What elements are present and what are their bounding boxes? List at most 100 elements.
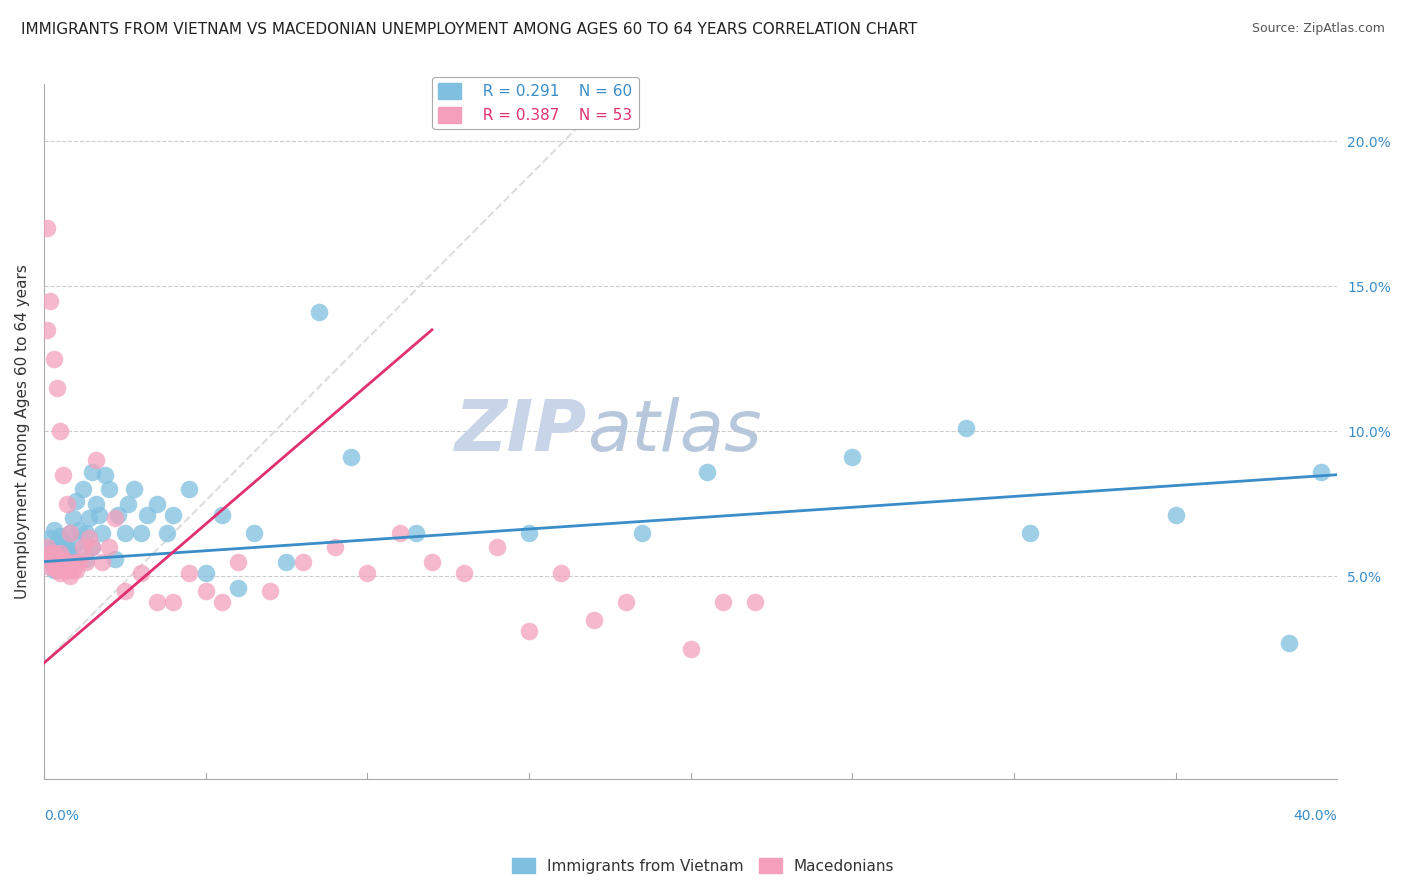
Text: Source: ZipAtlas.com: Source: ZipAtlas.com bbox=[1251, 22, 1385, 36]
Point bbox=[42, 523, 65, 537]
Point bbox=[49, 551, 72, 566]
Point bbox=[117, 497, 139, 511]
Point bbox=[59, 525, 82, 540]
Text: 40.0%: 40.0% bbox=[1294, 809, 1337, 823]
Point bbox=[841, 450, 863, 465]
Point bbox=[49, 566, 72, 581]
Point bbox=[52, 563, 75, 577]
Point bbox=[39, 293, 62, 308]
Point bbox=[59, 525, 82, 540]
Point bbox=[129, 566, 152, 581]
Point bbox=[37, 323, 59, 337]
Point bbox=[72, 482, 94, 496]
Point bbox=[179, 482, 201, 496]
Point bbox=[955, 421, 977, 435]
Point bbox=[69, 555, 91, 569]
Point bbox=[37, 551, 59, 566]
Point bbox=[91, 525, 114, 540]
Point bbox=[162, 595, 184, 609]
Point bbox=[453, 566, 475, 581]
Point bbox=[37, 551, 59, 566]
Point bbox=[52, 551, 75, 566]
Point bbox=[77, 511, 100, 525]
Point bbox=[114, 583, 136, 598]
Point bbox=[75, 555, 97, 569]
Point bbox=[146, 497, 169, 511]
Point bbox=[94, 467, 117, 482]
Point bbox=[696, 465, 718, 479]
Point bbox=[65, 563, 87, 577]
Point bbox=[517, 525, 540, 540]
Point bbox=[744, 595, 766, 609]
Point bbox=[45, 537, 67, 551]
Point bbox=[243, 525, 266, 540]
Point bbox=[614, 595, 637, 609]
Point bbox=[72, 540, 94, 554]
Text: atlas: atlas bbox=[588, 397, 762, 466]
Point bbox=[52, 534, 75, 549]
Y-axis label: Unemployment Among Ages 60 to 64 years: Unemployment Among Ages 60 to 64 years bbox=[15, 264, 30, 599]
Point bbox=[582, 613, 605, 627]
Point bbox=[308, 305, 330, 319]
Point bbox=[420, 555, 443, 569]
Text: IMMIGRANTS FROM VIETNAM VS MACEDONIAN UNEMPLOYMENT AMONG AGES 60 TO 64 YEARS COR: IMMIGRANTS FROM VIETNAM VS MACEDONIAN UN… bbox=[21, 22, 917, 37]
Point bbox=[37, 540, 59, 554]
Point bbox=[65, 493, 87, 508]
Point bbox=[82, 465, 104, 479]
Legend: Immigrants from Vietnam, Macedonians: Immigrants from Vietnam, Macedonians bbox=[506, 852, 900, 880]
Point bbox=[211, 508, 233, 523]
Point bbox=[62, 551, 84, 566]
Point bbox=[226, 581, 249, 595]
Point bbox=[55, 563, 77, 577]
Point bbox=[179, 566, 201, 581]
Point bbox=[62, 511, 84, 525]
Point bbox=[42, 560, 65, 574]
Point bbox=[49, 555, 72, 569]
Legend:   R = 0.291    N = 60,   R = 0.387    N = 53: R = 0.291 N = 60, R = 0.387 N = 53 bbox=[432, 78, 638, 129]
Point bbox=[84, 497, 107, 511]
Point bbox=[146, 595, 169, 609]
Point bbox=[52, 467, 75, 482]
Point bbox=[405, 525, 427, 540]
Point bbox=[104, 511, 127, 525]
Point bbox=[82, 540, 104, 554]
Point bbox=[124, 482, 146, 496]
Point bbox=[59, 569, 82, 583]
Point bbox=[82, 540, 104, 554]
Point bbox=[45, 555, 67, 569]
Point bbox=[97, 540, 120, 554]
Point bbox=[711, 595, 734, 609]
Point bbox=[87, 508, 110, 523]
Point bbox=[485, 540, 508, 554]
Point bbox=[631, 525, 654, 540]
Point bbox=[84, 453, 107, 467]
Point bbox=[114, 525, 136, 540]
Point bbox=[59, 546, 82, 560]
Point bbox=[276, 555, 298, 569]
Point bbox=[75, 551, 97, 566]
Point bbox=[39, 543, 62, 558]
Point bbox=[97, 482, 120, 496]
Point bbox=[49, 543, 72, 558]
Point bbox=[39, 546, 62, 560]
Point bbox=[77, 532, 100, 546]
Point bbox=[49, 528, 72, 542]
Point bbox=[1310, 465, 1333, 479]
Point bbox=[42, 546, 65, 560]
Point bbox=[259, 583, 281, 598]
Point bbox=[129, 525, 152, 540]
Text: 0.0%: 0.0% bbox=[44, 809, 79, 823]
Point bbox=[45, 563, 67, 577]
Point bbox=[55, 497, 77, 511]
Point bbox=[104, 551, 127, 566]
Point bbox=[211, 595, 233, 609]
Point bbox=[356, 566, 378, 581]
Point bbox=[194, 583, 217, 598]
Point bbox=[1164, 508, 1187, 523]
Point bbox=[39, 532, 62, 546]
Point bbox=[45, 381, 67, 395]
Point bbox=[39, 560, 62, 574]
Point bbox=[65, 537, 87, 551]
Point bbox=[340, 450, 363, 465]
Point bbox=[156, 525, 179, 540]
